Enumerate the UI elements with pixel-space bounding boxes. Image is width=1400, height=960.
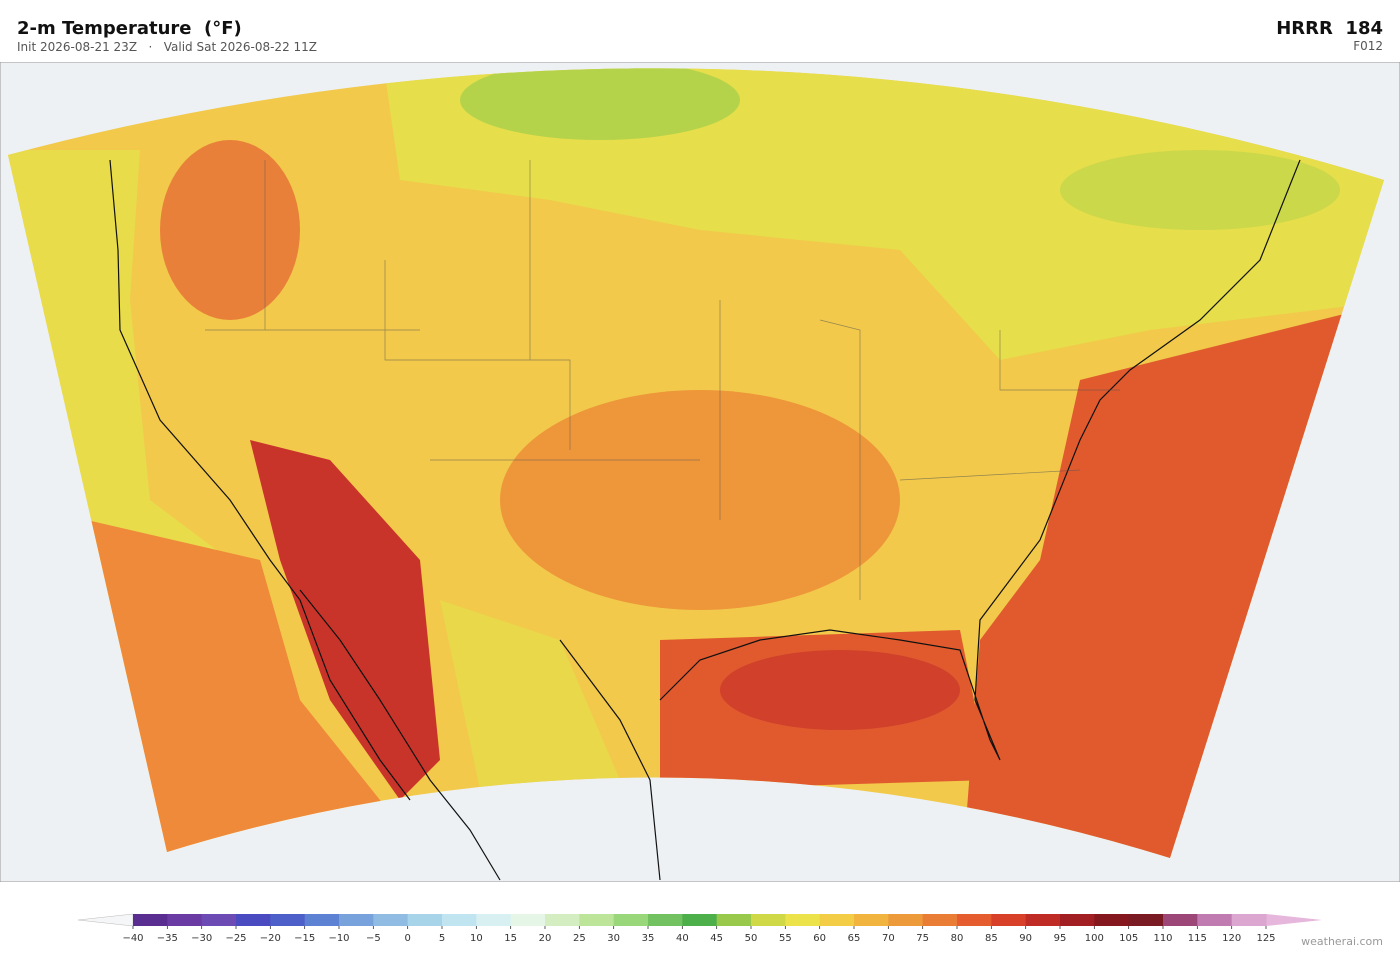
colorbar-swatch — [1094, 914, 1130, 926]
colorbar-tick-label: 10 — [470, 933, 483, 944]
colorbar-tick-label: −30 — [191, 933, 212, 944]
colorbar-tick-label: 20 — [539, 933, 552, 944]
colorbar-swatch — [373, 914, 409, 926]
colorbar-tick-label: 60 — [813, 933, 826, 944]
colorbar-tick-label: 50 — [745, 933, 758, 944]
colorbar-tick-label: 30 — [607, 933, 620, 944]
colorbar-tick-label: 95 — [1054, 933, 1067, 944]
colorbar-tick-label: 90 — [1019, 933, 1032, 944]
colorbar-swatch — [442, 914, 477, 926]
field-cool-patch — [1060, 150, 1340, 230]
colorbar-swatch — [1197, 914, 1233, 926]
run-info: Init 2026-08-21 23Z · Valid Sat 2026-08-… — [17, 40, 317, 54]
colorbar-swatch — [716, 914, 752, 926]
colorbar-tick-label: 105 — [1119, 933, 1138, 944]
colorbar-over — [1266, 914, 1322, 926]
colorbar-tick-label: 80 — [951, 933, 964, 944]
coastline — [109, 159, 1301, 881]
colorbar-tick-label: −25 — [225, 933, 246, 944]
colorbar-swatch — [270, 914, 306, 926]
colorbar-tick-label: 70 — [882, 933, 895, 944]
colorbar: −40 −35 −30 −25 −20 −15 −10 −5 0 5 10 15 20 25 30 35 40 4… — [77, 913, 1322, 944]
colorbar-swatch — [545, 914, 580, 926]
colorbar-swatch — [304, 914, 340, 926]
colorbar-swatch — [991, 914, 1027, 926]
colorbar-swatch — [888, 914, 924, 926]
colorbar-tick-label: −10 — [328, 933, 349, 944]
colorbar-tick-label: 75 — [916, 933, 929, 944]
colorbar-tick-label: 100 — [1085, 933, 1104, 944]
colorbar-tick-label: 40 — [676, 933, 689, 944]
colorbar-swatch — [201, 914, 237, 926]
field-warm-patch — [500, 390, 900, 610]
colorbar-swatch — [957, 914, 992, 926]
colorbar-tick-label: −15 — [294, 933, 315, 944]
colorbar-tick-label: 45 — [710, 933, 723, 944]
colorbar-under — [77, 913, 134, 927]
colorbar-swatch — [819, 914, 855, 926]
colorbar-swatch — [1128, 914, 1164, 926]
colorbar-tick-label: 125 — [1256, 933, 1275, 944]
colorbar-tick-label: 15 — [504, 933, 517, 944]
colorbar-swatch — [167, 914, 203, 926]
colorbar-swatch — [236, 914, 271, 926]
colorbar-swatch — [476, 914, 512, 926]
colorbar-swatch — [133, 914, 168, 926]
colorbar-tick-label: −35 — [157, 933, 178, 944]
colorbar-swatch — [785, 914, 821, 926]
map-title: 2-m Temperature (°F) — [17, 18, 242, 39]
colorbar-tick-label: 115 — [1188, 933, 1207, 944]
field-gulf-core — [720, 650, 960, 730]
colorbar-swatch — [1163, 914, 1198, 926]
model-label: HRRR 184 — [1276, 18, 1383, 39]
field-warm-patch — [160, 140, 300, 320]
state-borders — [205, 160, 1120, 600]
colorbar-tick-label: −20 — [260, 933, 281, 944]
colorbar-swatch — [510, 914, 546, 926]
colorbar-tick-label: −5 — [366, 933, 381, 944]
colorbar-swatch — [751, 914, 786, 926]
colorbar-tick-label: 85 — [985, 933, 998, 944]
map — [0, 62, 1400, 882]
field-mexico-plateau — [440, 600, 620, 790]
colorbar-swatch — [922, 914, 958, 926]
colorbar-swatch — [1025, 914, 1061, 926]
temperature-field — [8, 68, 1384, 858]
field-hot-patch — [250, 440, 440, 800]
colorbar-tick-label: −40 — [122, 933, 143, 944]
colorbar-tick-label: 120 — [1222, 933, 1241, 944]
colorbar-tick-label: 55 — [779, 933, 792, 944]
forecast-hour: F012 — [1353, 39, 1383, 53]
colorbar-swatch — [682, 914, 718, 926]
colorbar-swatch — [648, 914, 683, 926]
field-cool-patch — [460, 68, 740, 140]
colorbar-tick-label: 0 — [404, 933, 410, 944]
colorbar-tick-label: 25 — [573, 933, 586, 944]
colorbar-tick-label: 5 — [439, 933, 445, 944]
colorbar-swatch — [613, 914, 649, 926]
colorbar-tick-label: 35 — [642, 933, 655, 944]
colorbar-tick-label: 110 — [1153, 933, 1172, 944]
colorbar-swatch — [579, 914, 615, 926]
colorbar-swatch — [1060, 914, 1095, 926]
credit: weatherai.com — [1301, 935, 1383, 948]
colorbar-tick-label: 65 — [848, 933, 861, 944]
colorbar-swatch — [407, 914, 443, 926]
colorbar-swatch — [1231, 914, 1267, 926]
colorbar-swatch — [339, 914, 374, 926]
colorbar-swatch — [854, 914, 889, 926]
